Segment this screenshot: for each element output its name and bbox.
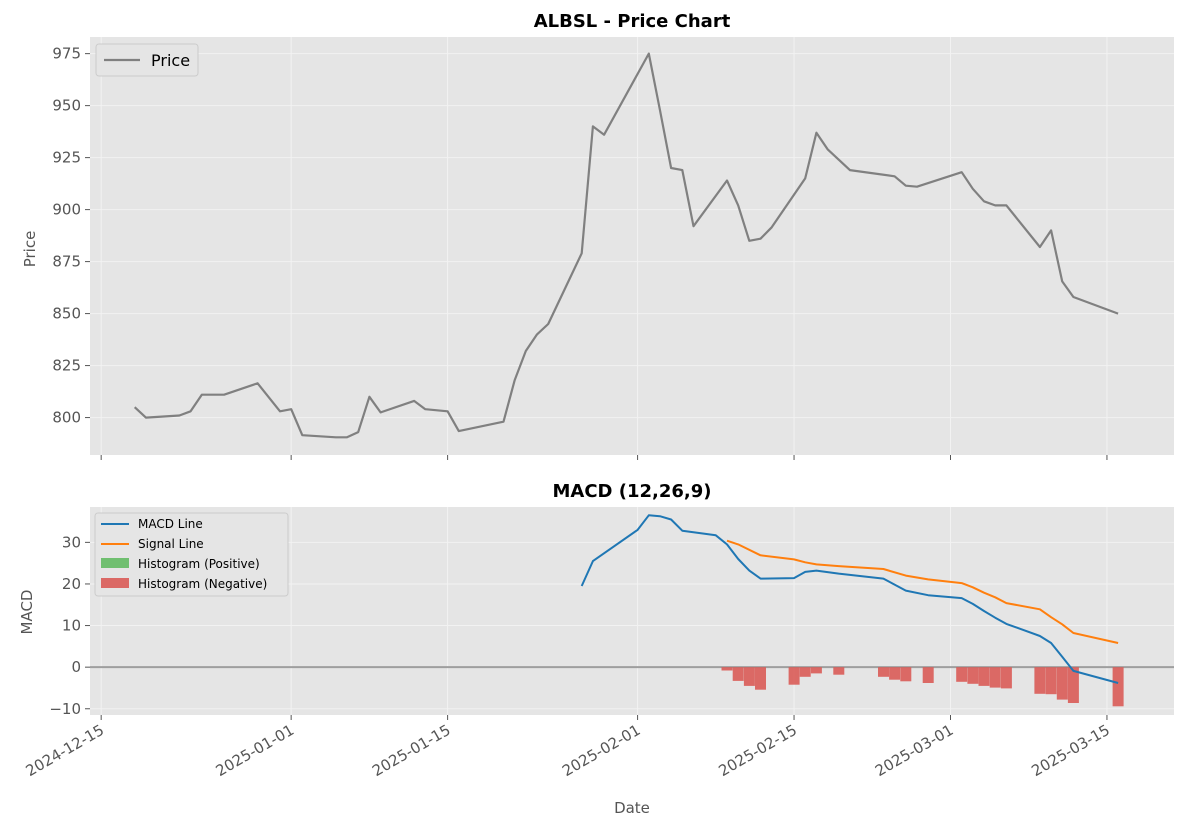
y-tick-label: 850	[52, 305, 81, 323]
histogram-bar-negative	[967, 667, 979, 684]
histogram-bar-negative	[956, 667, 968, 682]
y-tick-label: 800	[52, 409, 81, 427]
macd-y-axis-label: MACD	[18, 590, 36, 635]
price-y-ticks: 800 825 850 875 900 925 950 975	[52, 45, 90, 427]
macd-x-ticks: 2024-12-15 2025-01-01 2025-01-15 2025-02-01…	[23, 715, 1113, 780]
histogram-positive-legend-label: Histogram (Positive)	[138, 557, 260, 571]
y-tick-label: 30	[62, 533, 81, 551]
histogram-bar-negative	[833, 667, 845, 675]
x-tick-label: 2025-02-15	[716, 721, 801, 780]
y-tick-label: −10	[49, 700, 81, 718]
histogram-negative-legend-swatch	[101, 578, 129, 588]
price-line	[133, 52, 1119, 439]
histogram-negative-legend-label: Histogram (Negative)	[138, 577, 267, 591]
price-chart-title: ALBSL - Price Chart	[534, 11, 731, 32]
x-tick-label: 2025-02-01	[559, 721, 644, 780]
y-tick-label: 900	[52, 201, 81, 219]
x-tick-label: 2024-12-15	[23, 721, 108, 780]
macd-legend-label: MACD Line	[138, 517, 203, 531]
histogram-bar-negative	[900, 667, 912, 682]
x-tick-label: 2025-03-01	[872, 721, 957, 780]
histogram-bar-negative	[878, 667, 889, 677]
price-panel: 800 825 850 875 900 925 950 975 ALBSL - Price C…	[21, 11, 1174, 460]
histogram-bar-negative	[1034, 667, 1046, 694]
price-legend: Price	[95, 43, 199, 77]
y-tick-label: 950	[52, 97, 81, 115]
x-tick-label: 2025-03-15	[1028, 721, 1113, 780]
histogram-bar-negative	[743, 667, 755, 686]
y-tick-label: 975	[52, 45, 81, 63]
histogram-bar-negative	[721, 667, 733, 671]
price-x-ticks	[100, 455, 1108, 460]
y-tick-label: 10	[62, 617, 81, 635]
y-tick-label: 0	[71, 658, 81, 676]
macd-histogram	[721, 667, 1124, 707]
histogram-positive-legend-swatch	[101, 558, 129, 568]
price-y-axis-label: Price	[21, 231, 39, 268]
y-tick-label: 925	[52, 149, 81, 167]
price-series	[133, 52, 1119, 439]
macd-line	[580, 514, 1119, 684]
histogram-bar-negative	[1067, 667, 1079, 703]
macd-y-ticks: −10 0 10 20 30	[49, 533, 90, 718]
histogram-bar-negative	[978, 667, 990, 686]
histogram-bar-negative	[1112, 667, 1124, 707]
histogram-bar-negative	[788, 667, 800, 685]
histogram-bar-negative	[889, 667, 901, 680]
x-tick-label: 2025-01-15	[369, 721, 454, 780]
histogram-bar-negative	[1045, 667, 1057, 695]
histogram-bar-negative	[989, 667, 1001, 688]
macd-chart-title: MACD (12,26,9)	[552, 481, 711, 502]
histogram-bar-negative	[922, 667, 934, 683]
signal-legend-label: Signal Line	[138, 537, 204, 551]
price-legend-label: Price	[151, 51, 190, 70]
price-plot-area	[90, 37, 1174, 455]
x-tick-label: 2025-01-01	[213, 721, 298, 780]
macd-panel: −10 0 10 20 30 2024-12-15 2025-01-01 2025-01-1…	[18, 481, 1174, 817]
macd-legend: MACD Line Signal Line Histogram (Positiv…	[94, 512, 289, 597]
y-tick-label: 875	[52, 253, 81, 271]
histogram-bar-negative	[799, 667, 811, 677]
price-gridlines	[90, 37, 1174, 455]
histogram-bar-negative	[732, 667, 744, 681]
macd-series	[580, 514, 1119, 684]
x-axis-label: Date	[614, 799, 650, 817]
histogram-bar-negative	[755, 667, 766, 690]
histogram-bar-negative	[1000, 667, 1012, 689]
y-tick-label: 20	[62, 575, 81, 593]
signal-line	[726, 539, 1119, 644]
y-tick-label: 825	[52, 357, 81, 375]
histogram-bar-negative	[810, 667, 822, 674]
histogram-bar-negative	[1056, 667, 1068, 700]
